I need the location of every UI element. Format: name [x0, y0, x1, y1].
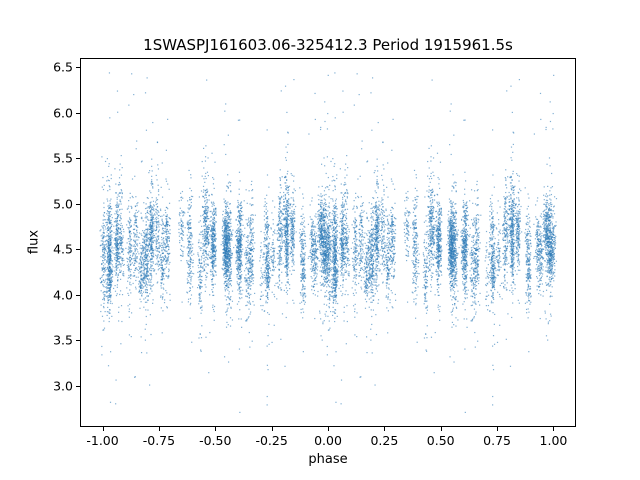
x-tick-mark: [328, 427, 329, 431]
y-tick-label: 5.0: [53, 196, 73, 212]
y-tick-label: 6.0: [53, 105, 73, 121]
x-tick-mark: [271, 427, 273, 431]
y-tick-label: 3.0: [53, 378, 73, 394]
y-tick-mark: [76, 294, 80, 296]
y-tick-label: 5.5: [53, 150, 73, 166]
plot-frame: [80, 58, 576, 427]
x-tick-mark: [553, 427, 555, 431]
x-tick-mark: [497, 427, 499, 431]
x-tick-label: -0.50: [199, 433, 232, 448]
x-tick-label: -1.00: [86, 433, 119, 448]
y-tick-mark: [76, 386, 80, 387]
x-tick-mark: [215, 427, 217, 431]
x-tick-mark: [384, 427, 386, 431]
y-tick-mark: [76, 158, 80, 160]
x-tick-label: 0.75: [483, 433, 511, 448]
chart-title: 1SWASPJ161603.06-325412.3 Period 1915961…: [143, 36, 513, 54]
y-tick-mark: [76, 340, 80, 342]
x-tick-mark: [102, 427, 104, 431]
x-tick-label: 1.00: [539, 433, 568, 448]
y-tick-label: 4.0: [53, 287, 73, 303]
y-tick-mark: [76, 249, 80, 251]
scatter-plot-canvas: [81, 59, 575, 426]
x-tick-label: 0.25: [370, 433, 399, 448]
x-tick-label: 0.50: [426, 433, 455, 448]
y-tick-label: 3.5: [53, 332, 73, 348]
y-tick-label: 6.5: [53, 59, 73, 75]
x-tick-label: -0.75: [142, 433, 176, 448]
x-tick-label: -0.25: [255, 433, 288, 448]
y-tick-label: 4.5: [53, 241, 73, 257]
x-axis-label: phase: [308, 452, 348, 467]
x-tick-mark: [440, 427, 442, 431]
x-tick-mark: [158, 427, 160, 431]
y-tick-mark: [76, 67, 80, 69]
x-tick-label: 0.00: [314, 433, 342, 448]
y-tick-mark: [76, 112, 80, 114]
y-tick-mark: [76, 203, 80, 205]
